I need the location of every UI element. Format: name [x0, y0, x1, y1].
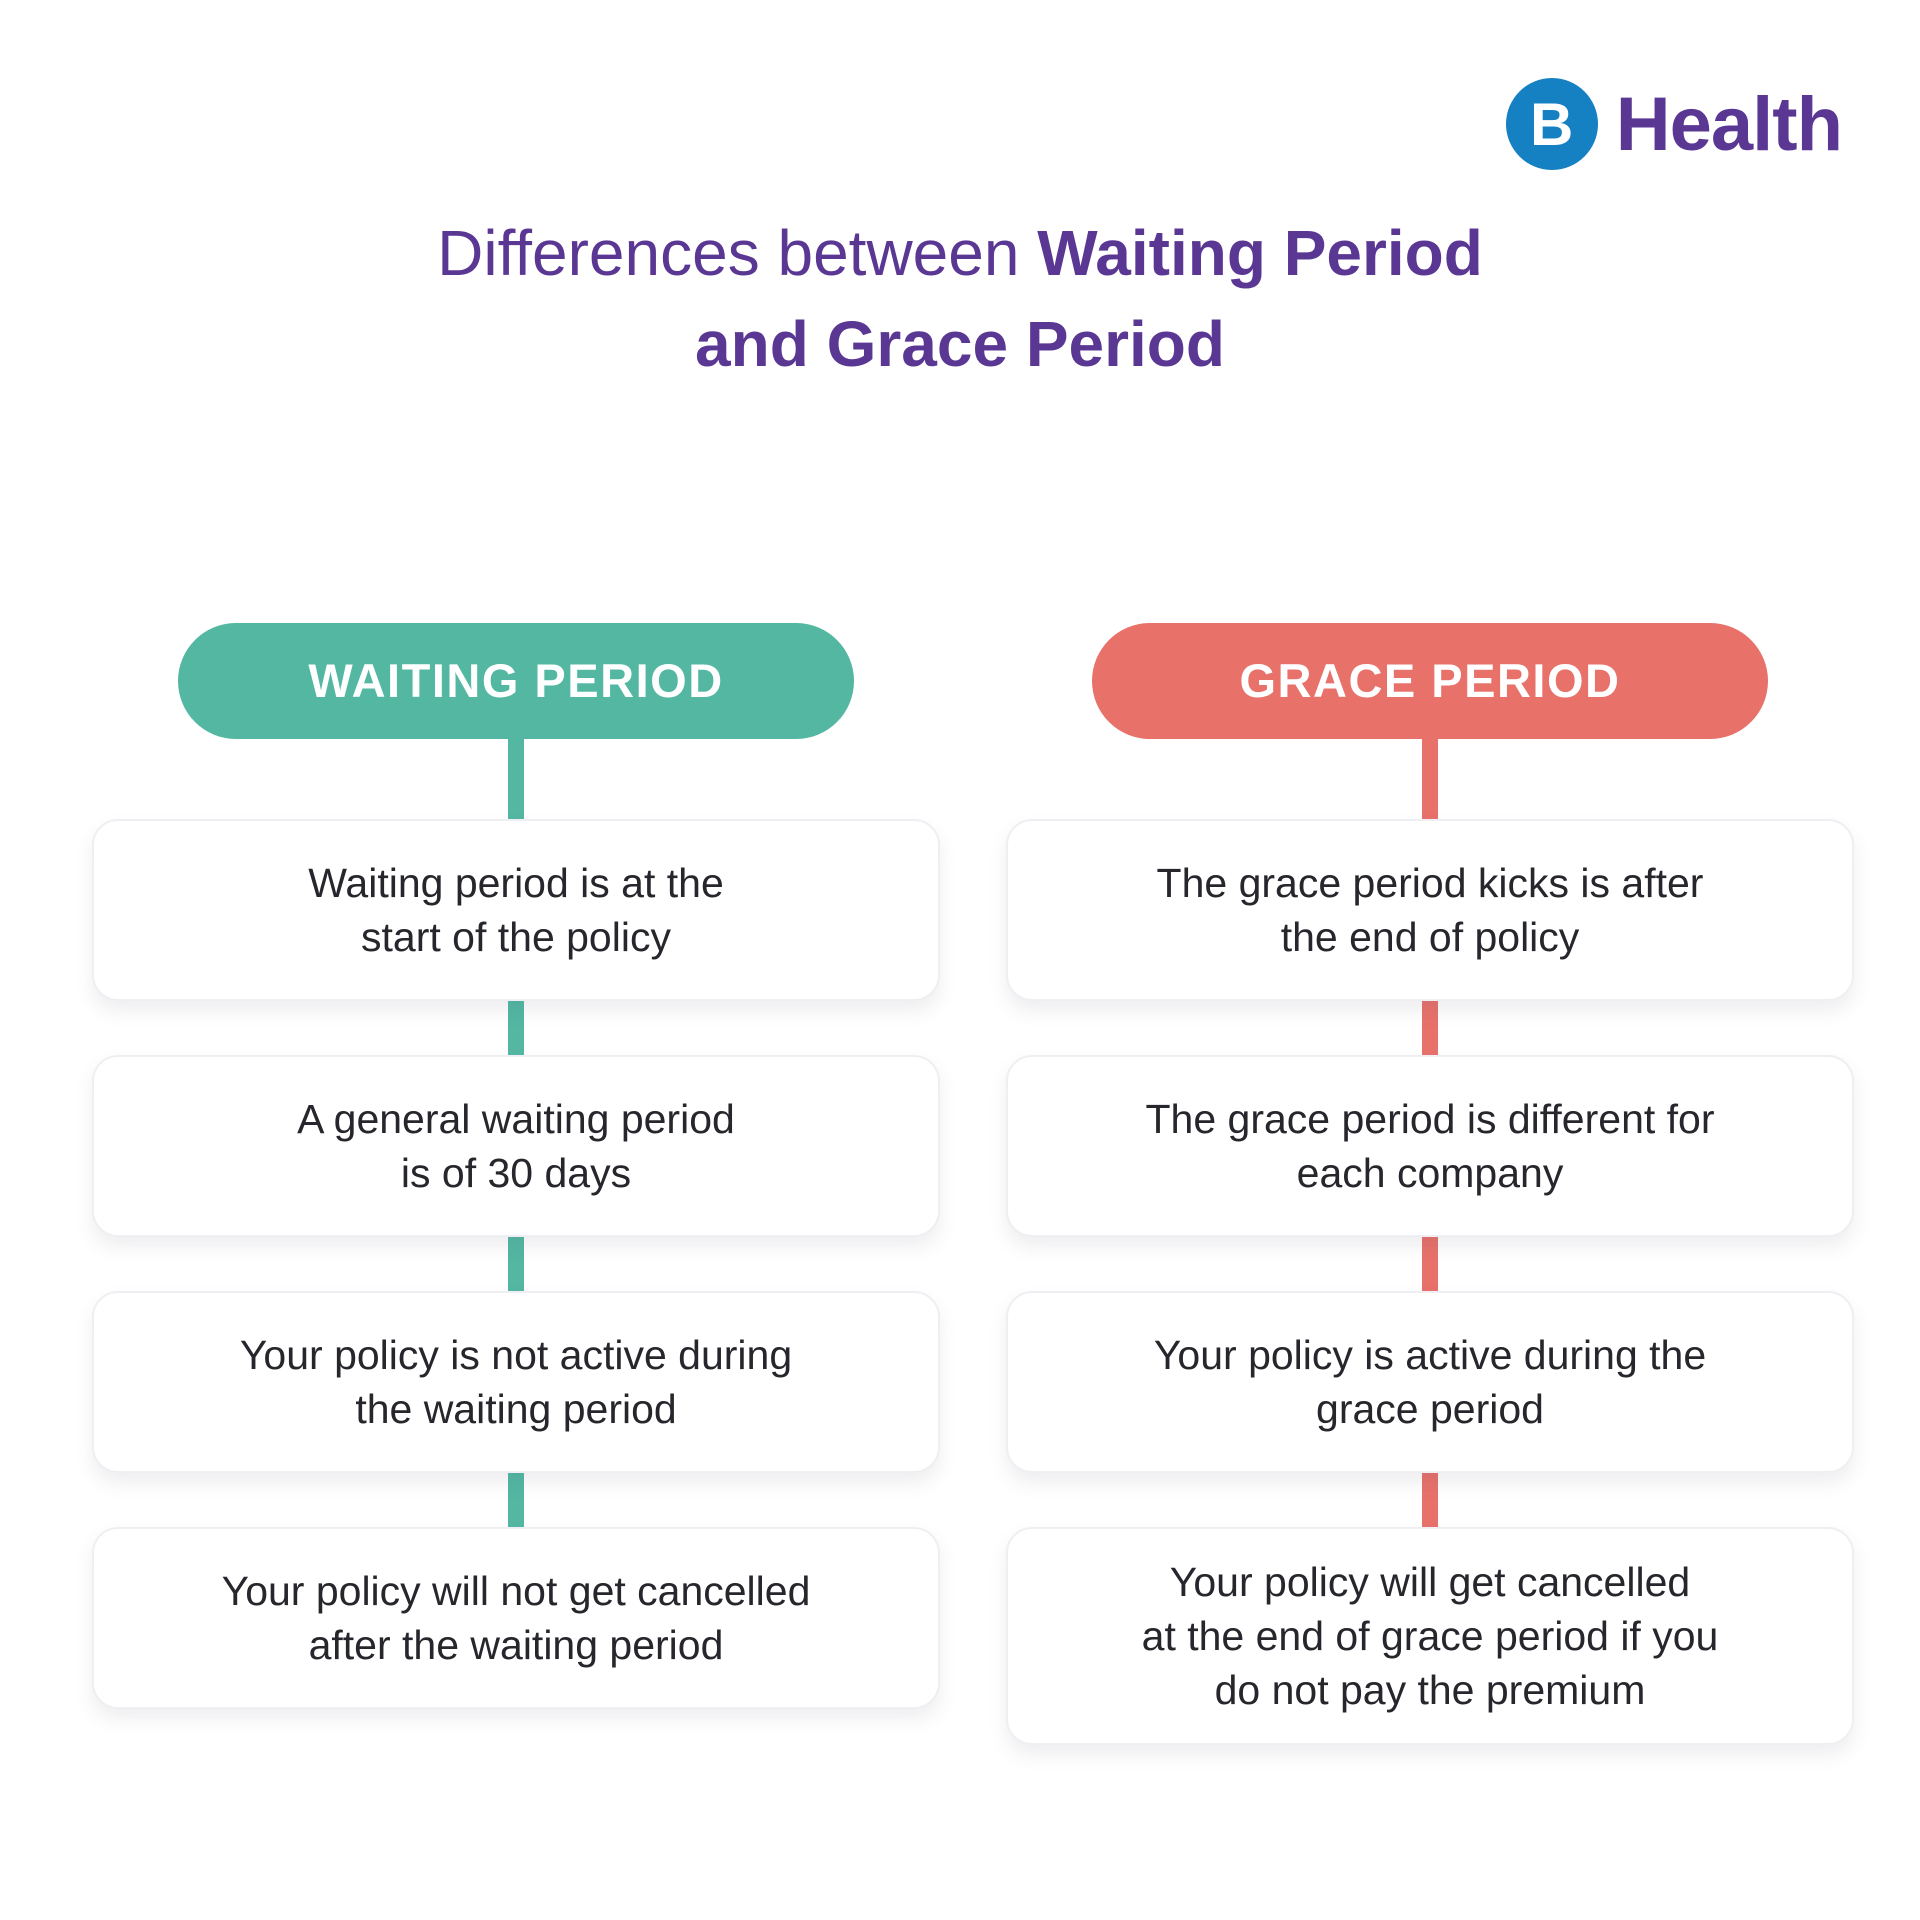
- card-text: Waiting period is at the start of the po…: [308, 859, 724, 960]
- title-line-1-bold: Waiting Period: [1037, 217, 1483, 289]
- info-card: Your policy will not get cancelled after…: [92, 1526, 940, 1709]
- title-line-1-regular: Differences between: [437, 217, 1038, 289]
- brand-mark-letter: B: [1530, 90, 1574, 158]
- brand-logo: B Health: [1505, 78, 1843, 170]
- card-text: The grace period kicks is after the end …: [1156, 859, 1704, 960]
- info-card: Your policy is not active during the wai…: [92, 1290, 940, 1473]
- grace-period-header-pill: GRACE PERIOD: [1092, 622, 1768, 739]
- info-card: The grace period kicks is after the end …: [1006, 818, 1854, 1001]
- grace-period-header-label: GRACE PERIOD: [1239, 654, 1621, 708]
- card-text: Your policy will get cancelled at the en…: [1141, 1558, 1719, 1713]
- column-waiting-period: WAITING PERIOD Waiting period is at the …: [92, 622, 940, 1745]
- info-card: Your policy will get cancelled at the en…: [1006, 1526, 1854, 1746]
- waiting-period-header-label: WAITING PERIOD: [308, 654, 724, 708]
- card-text: Your policy is active during the grace p…: [1153, 1331, 1707, 1432]
- title-line-2: and Grace Period: [0, 299, 1920, 390]
- info-card: Your policy is active during the grace p…: [1006, 1290, 1854, 1473]
- card-text: A general waiting period is of 30 days: [297, 1095, 735, 1196]
- brand-text: Health: [1615, 81, 1843, 167]
- info-card: The grace period is different for each c…: [1006, 1054, 1854, 1237]
- info-card: A general waiting period is of 30 days: [92, 1054, 940, 1237]
- title-line-2-bold: and Grace Period: [695, 307, 1225, 380]
- comparison-columns: WAITING PERIOD Waiting period is at the …: [0, 622, 1920, 1746]
- page-title: Differences between Waiting Period and G…: [0, 208, 1920, 390]
- info-card: Waiting period is at the start of the po…: [92, 818, 940, 1001]
- card-text: Your policy will not get cancelled after…: [221, 1567, 811, 1668]
- waiting-period-header-pill: WAITING PERIOD: [178, 622, 854, 739]
- title-line-1: Differences between Waiting Period: [0, 208, 1920, 299]
- brand-mark-icon: B: [1505, 78, 1598, 170]
- header: B Health: [0, 0, 1920, 170]
- column-grace-period: GRACE PERIOD The grace period kicks is a…: [1006, 622, 1854, 1746]
- card-text: Your policy is not active during the wai…: [239, 1331, 793, 1432]
- card-text: The grace period is different for each c…: [1145, 1095, 1715, 1196]
